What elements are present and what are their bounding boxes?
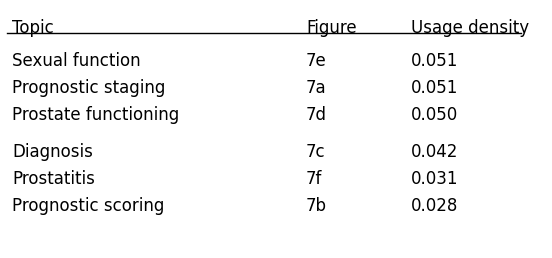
Text: Prostate functioning: Prostate functioning xyxy=(12,106,179,124)
Text: Topic: Topic xyxy=(12,19,54,37)
Text: 0.051: 0.051 xyxy=(411,79,458,97)
Text: 7c: 7c xyxy=(306,143,326,161)
Text: Sexual function: Sexual function xyxy=(12,52,141,70)
Text: 0.050: 0.050 xyxy=(411,106,458,124)
Text: 0.051: 0.051 xyxy=(411,52,458,70)
Text: Prostatitis: Prostatitis xyxy=(12,170,95,188)
Text: Usage density: Usage density xyxy=(411,19,529,37)
Text: Diagnosis: Diagnosis xyxy=(12,143,93,161)
Text: Prognostic scoring: Prognostic scoring xyxy=(12,197,164,215)
Text: 7a: 7a xyxy=(306,79,327,97)
Text: 0.042: 0.042 xyxy=(411,143,458,161)
Text: 0.031: 0.031 xyxy=(411,170,459,188)
Text: 0.028: 0.028 xyxy=(411,197,458,215)
Text: Figure: Figure xyxy=(306,19,357,37)
Text: 7d: 7d xyxy=(306,106,327,124)
Text: 7b: 7b xyxy=(306,197,327,215)
Text: 7f: 7f xyxy=(306,170,322,188)
Text: Prognostic staging: Prognostic staging xyxy=(12,79,165,97)
Text: 7e: 7e xyxy=(306,52,327,70)
